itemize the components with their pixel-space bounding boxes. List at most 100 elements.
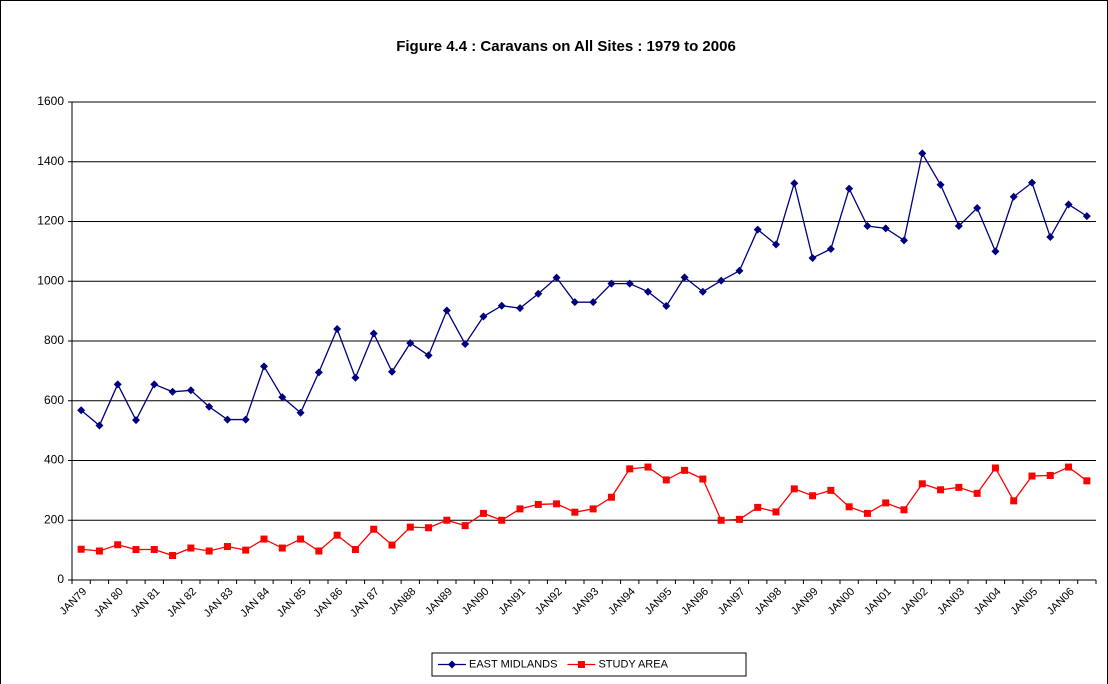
square-marker [406,523,414,531]
diamond-marker [772,240,780,249]
legend-marker [448,660,456,669]
diamond-marker [991,247,1000,256]
square-marker [589,505,597,513]
y-tick-label: 1400 [37,154,64,168]
diamond-marker [388,367,396,376]
square-marker [1028,472,1036,480]
diamond-marker [717,276,726,285]
square-marker [479,509,487,517]
square-marker [607,493,615,501]
square-marker [1046,471,1054,479]
square-marker [461,522,469,530]
square-marker [443,516,451,524]
diamond-marker [644,287,652,296]
square-marker [425,524,433,532]
diamond-marker [497,301,506,310]
diamond-marker [918,149,927,158]
square-marker [242,546,250,554]
diamond-marker [790,179,799,188]
diamond-marker [442,306,451,315]
diamond-marker [278,393,287,402]
diamond-marker [461,339,470,348]
square-marker [370,525,378,533]
diamond-marker [570,298,579,307]
square-marker [717,516,725,524]
diamond-marker [973,204,982,213]
diamond-marker [845,184,854,193]
square-marker [900,506,908,514]
diamond-marker [260,362,268,371]
square-marker [918,480,926,488]
square-marker [882,499,890,507]
square-marker [827,486,835,494]
diamond-marker [753,225,762,234]
diamond-marker [205,402,214,411]
diamond-marker [1064,200,1073,209]
diamond-marker [333,325,342,334]
diamond-marker [241,415,250,424]
diamond-marker [826,244,835,253]
square-marker [169,552,177,560]
diamond-marker [954,221,963,230]
diamond-marker [1082,212,1091,221]
diamond-marker [406,339,415,348]
square-marker [278,544,286,552]
square-marker [516,505,524,513]
square-marker [315,547,323,555]
square-marker [790,485,798,493]
diamond-marker [95,421,104,430]
square-marker [114,541,122,549]
square-marker [205,547,213,555]
diamond-marker [479,312,488,321]
square-marker [754,503,762,511]
diamond-marker [808,253,817,262]
y-tick-label: 1200 [37,214,64,228]
square-marker [297,535,305,543]
square-marker [809,492,817,500]
diamond-marker [552,273,561,282]
diamond-marker [735,266,744,275]
diamond-marker [534,289,543,298]
diamond-marker [369,329,378,338]
diamond-marker [351,373,360,382]
y-tick-label: 600 [44,393,64,407]
y-tick-label: 1600 [37,94,64,108]
legend-marker [577,661,585,668]
diamond-marker [589,298,598,307]
diamond-marker [900,236,908,245]
y-tick-label: 800 [44,333,64,347]
diamond-marker [223,415,232,424]
square-marker [955,483,963,491]
y-tick-label: 1000 [37,273,64,287]
diamond-marker [186,386,195,395]
square-marker [699,475,707,483]
y-tick-label: 0 [57,572,64,586]
square-marker [1083,477,1091,485]
series-line [80,151,1088,427]
square-marker [260,535,268,543]
square-marker [351,546,359,554]
diamond-marker [662,302,671,311]
diamond-marker [296,408,305,417]
square-marker [388,541,396,549]
square-marker [973,489,981,497]
square-marker [735,515,743,523]
square-marker [187,544,195,552]
square-marker [662,476,670,484]
diamond-marker [1009,192,1018,201]
diamond-marker [698,287,707,296]
diamond-marker [936,180,945,189]
square-marker [534,500,542,508]
square-marker [77,545,85,553]
diamond-marker [1046,233,1055,242]
diamond-marker [1028,178,1036,187]
square-marker [571,508,579,516]
diamond-marker [607,279,616,288]
square-marker [333,531,341,539]
square-marker [1010,497,1018,505]
square-marker [553,500,561,508]
square-marker [937,486,945,494]
square-marker [863,509,871,517]
